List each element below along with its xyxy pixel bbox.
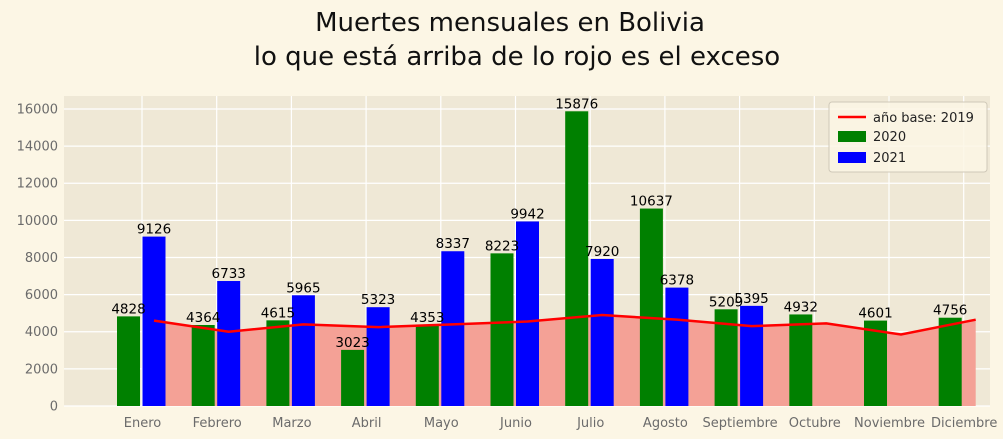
x-tick-label: Julio <box>576 416 604 431</box>
bar-2020-label: 4353 <box>410 310 444 326</box>
y-tick-label: 10000 <box>17 214 58 229</box>
bar-2021 <box>590 258 614 406</box>
y-tick-label: 0 <box>50 400 58 415</box>
bar-2021 <box>291 295 315 406</box>
y-tick-label: 2000 <box>25 362 58 377</box>
legend-box <box>828 101 988 173</box>
legend-label-2021: 2021 <box>873 151 906 166</box>
bar-2020 <box>864 320 887 406</box>
legend-label-baseline: año base: 2019 <box>873 111 974 126</box>
bar-2020 <box>639 208 663 406</box>
bar-2020 <box>490 253 514 406</box>
bar-2020 <box>117 316 140 406</box>
bar-2020-label: 15876 <box>555 96 598 112</box>
bar-2020-label: 4615 <box>261 305 295 321</box>
bar-2020-label: 8223 <box>485 238 519 254</box>
legend-label-2020: 2020 <box>873 130 906 145</box>
bar-2020 <box>266 320 290 406</box>
bar-2021 <box>665 287 689 406</box>
bar-2021-label: 9942 <box>510 206 544 222</box>
baseline-2019-line <box>153 313 976 336</box>
x-tick-label: Marzo <box>272 416 311 431</box>
bar-2020-label: 5209 <box>709 294 743 310</box>
x-tick-label: Mayo <box>424 416 459 431</box>
bar-2020 <box>789 314 813 406</box>
bar-2021-label: 8337 <box>436 236 470 252</box>
legend-swatch-2020 <box>838 131 866 142</box>
bar-2021 <box>217 281 241 406</box>
y-tick-label: 14000 <box>17 140 58 155</box>
bar-2020 <box>341 349 365 406</box>
x-tick-label: Agosto <box>643 416 688 431</box>
bar-2020-label: 4828 <box>111 301 145 317</box>
bar-2021-label: 5395 <box>734 291 768 307</box>
bar-2021 <box>366 307 390 406</box>
bar-2021 <box>441 251 465 406</box>
bar-2021-label: 6733 <box>212 266 246 282</box>
bar-2020-label: 4756 <box>933 303 967 319</box>
x-tick-label: Abril <box>352 416 382 431</box>
x-tick-label: Febrero <box>193 416 242 431</box>
bar-2020 <box>191 324 215 406</box>
x-tick-label: Noviembre <box>854 416 925 431</box>
bar-2021-label: 7920 <box>585 244 619 260</box>
chart-title-line-1: Muertes mensuales en Bolivia <box>315 8 705 38</box>
bar-2021 <box>740 305 764 406</box>
bars <box>117 111 962 406</box>
x-tick-label: Diciembre <box>931 416 997 431</box>
bar-2020 <box>415 325 439 406</box>
x-tick-label: Enero <box>124 416 162 431</box>
legend-swatch-2021 <box>838 152 866 163</box>
bar-2021-label: 6378 <box>660 273 694 289</box>
bar-2020-label: 10637 <box>630 194 673 210</box>
bar-2021-label: 5323 <box>361 292 395 308</box>
y-tick-label: 6000 <box>25 288 58 303</box>
bar-2020-label: 4601 <box>858 306 892 322</box>
axis-ticks: 0 2000 4000 6000 8000 10000 12000 14000 16000 Ene… <box>17 102 998 431</box>
x-tick-label: Junio <box>499 416 532 431</box>
chart-title-line-2: lo que está arriba de lo rojo es el exce… <box>254 42 780 72</box>
bar-2021-label: 9126 <box>137 222 171 238</box>
baseline-line <box>153 313 976 336</box>
bar-2020-label: 3023 <box>335 335 369 351</box>
bar-2020-label: 4932 <box>784 299 818 315</box>
x-tick-label: Septiembre <box>703 416 778 431</box>
y-tick-label: 12000 <box>17 177 58 192</box>
bar-2020 <box>938 317 962 406</box>
legend: año base: 2019 2020 2021 <box>828 101 988 173</box>
bar-2020 <box>714 309 738 406</box>
bar-2021-label: 5965 <box>286 280 320 296</box>
bar-2020-label: 4364 <box>186 310 220 326</box>
y-tick-label: 4000 <box>25 325 58 340</box>
y-tick-label: 8000 <box>25 251 58 266</box>
bar-2020 <box>565 111 589 406</box>
x-tick-label: Octubre <box>789 416 841 431</box>
bar-2021 <box>516 221 539 406</box>
y-tick-label: 16000 <box>17 102 58 117</box>
data-labels: 4828 9126 4364 6733 4615 5965 3023 5323 4353 8337… <box>111 96 967 351</box>
